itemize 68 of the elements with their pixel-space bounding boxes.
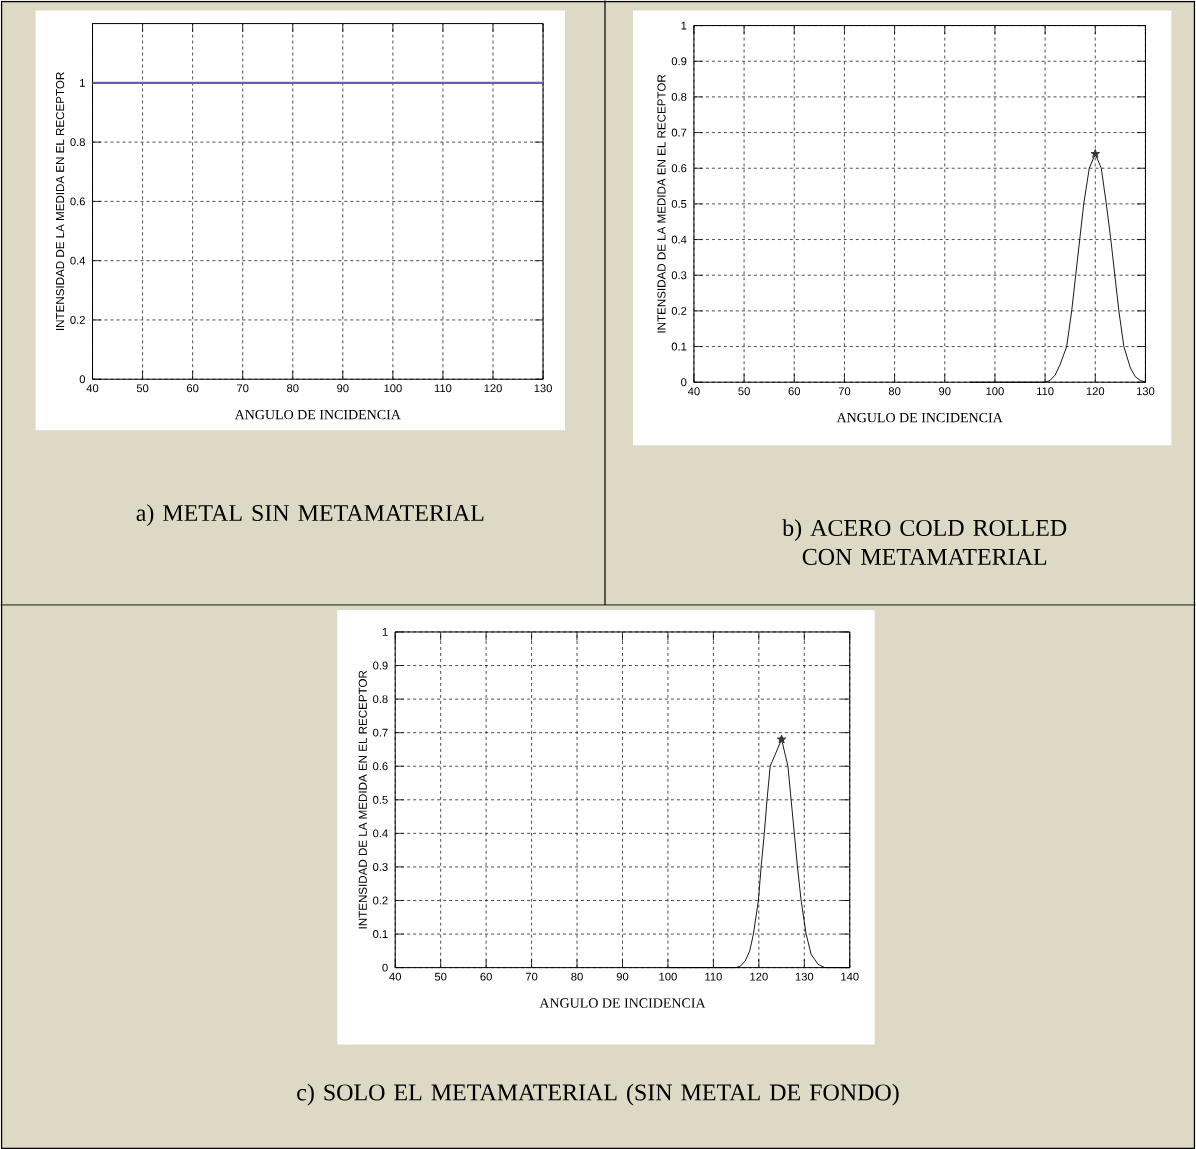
y-tick-label: 0.8 xyxy=(671,92,687,101)
x-tick-label: 50 xyxy=(434,972,447,981)
x-tick-label: 130 xyxy=(534,384,552,392)
x-tick-label: 70 xyxy=(237,384,249,392)
x-tick-label: 60 xyxy=(186,384,199,392)
x-tick-label: 140 xyxy=(841,972,859,981)
x-tick-label: 90 xyxy=(939,387,951,395)
y-tick-label: 0.1 xyxy=(373,929,388,938)
x-tick-label: 100 xyxy=(659,972,677,981)
x-tick-label: 130 xyxy=(795,972,814,981)
y-tick-label: 0.4 xyxy=(70,256,86,265)
x-tick-label: 50 xyxy=(738,387,750,395)
y-tick-label: 0.2 xyxy=(70,315,85,324)
y-tick-label: 0.6 xyxy=(671,164,687,172)
x-tick-label: 110 xyxy=(1037,387,1054,395)
y-tick-label: 0 xyxy=(681,378,687,386)
y-tick-label: 0.4 xyxy=(373,829,388,838)
y-tick-label: 0.3 xyxy=(671,271,687,279)
x-tick-label: 80 xyxy=(571,972,583,981)
y-axis-title: INTENSIDAD DE LA MEDIDA EN EL RECEPTOR xyxy=(657,74,666,333)
y-tick-label: 0.2 xyxy=(671,306,687,315)
x-axis-title: ANGULO DE INCIDENCIA xyxy=(539,998,706,1008)
x-tick-label: 80 xyxy=(287,384,299,392)
x-tick-label: 100 xyxy=(986,387,1004,395)
y-tick-label: 0.8 xyxy=(373,694,388,703)
y-tick-label: 0.3 xyxy=(373,862,388,871)
x-tick-label: 60 xyxy=(480,972,492,981)
x-axis-title: ANGULO DE INCIDENCIA xyxy=(836,412,1003,423)
y-tick-label: 0.7 xyxy=(671,128,687,137)
y-axis-title: INTENSIDAD DE LA MEDIDA EN EL RECEPTOR xyxy=(55,72,65,330)
x-tick-label: 110 xyxy=(705,972,722,981)
x-tick-label: 90 xyxy=(337,384,349,392)
x-tick-label: 50 xyxy=(136,384,149,392)
x-tick-label: 120 xyxy=(750,972,768,981)
y-tick-label: 1 xyxy=(80,78,85,87)
text: a) METAL SIN METAMATERIAL xyxy=(136,503,484,526)
x-tick-label: 80 xyxy=(888,387,901,395)
y-tick-label: 1 xyxy=(382,627,388,636)
y-tick-label: 0.6 xyxy=(70,197,85,206)
text: c) SOLO EL METAMATERIAL (SIN METAL DE FONDO) xyxy=(297,1083,899,1106)
y-tick-label: 0.6 xyxy=(373,762,388,770)
x-axis-title: ANGULO DE INCIDENCIA xyxy=(234,409,401,420)
y-tick-label: 0.7 xyxy=(373,728,388,737)
x-tick-label: 60 xyxy=(788,387,801,395)
x-tick-label: 40 xyxy=(687,387,700,395)
text: b) ACERO COLD ROLLED CON METAMATERIAL xyxy=(782,518,1067,565)
y-tick-label: 0.9 xyxy=(373,661,388,670)
x-tick-label: 40 xyxy=(389,972,402,981)
x-tick-label: 130 xyxy=(1136,387,1155,395)
y-tick-label: 0.1 xyxy=(671,342,687,351)
x-tick-label: 70 xyxy=(525,972,538,981)
y-tick-label: 0 xyxy=(79,375,86,383)
x-tick-label: 100 xyxy=(384,384,402,392)
y-tick-label: 0.5 xyxy=(373,795,388,804)
y-tick-label: 0.5 xyxy=(671,199,687,208)
y-tick-label: 0.8 xyxy=(70,137,85,146)
x-tick-label: 120 xyxy=(484,384,502,392)
x-tick-label: 120 xyxy=(1086,387,1105,395)
y-tick-label: 0.2 xyxy=(373,896,388,905)
y-axis-title: INTENSIDAD DE LA MEDIDA EN EL RECEPTOR xyxy=(358,670,367,929)
y-tick-label: 0.4 xyxy=(671,235,687,244)
x-tick-label: 110 xyxy=(434,384,452,392)
x-tick-label: 90 xyxy=(616,972,629,981)
y-tick-label: 0.9 xyxy=(671,57,687,65)
x-tick-label: 70 xyxy=(838,387,851,395)
y-tick-label: 1 xyxy=(681,21,687,30)
y-tick-label: 0 xyxy=(382,963,388,972)
x-tick-label: 40 xyxy=(86,384,99,392)
